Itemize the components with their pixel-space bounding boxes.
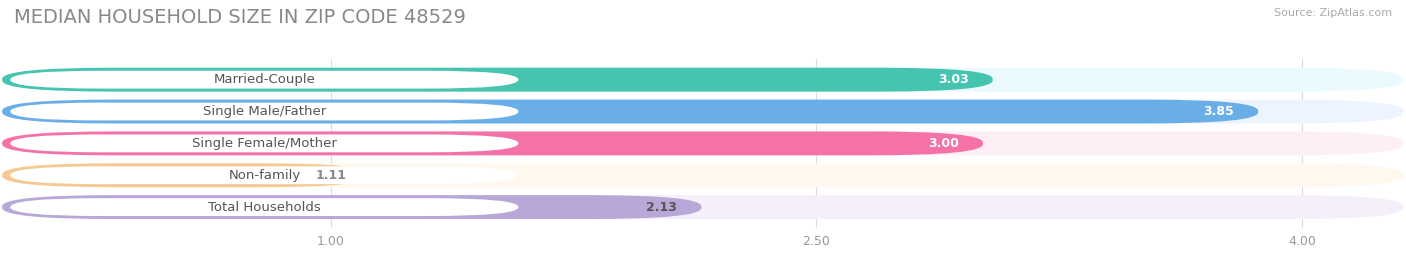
FancyBboxPatch shape: [10, 135, 519, 152]
FancyBboxPatch shape: [3, 131, 983, 155]
FancyBboxPatch shape: [3, 100, 1258, 124]
FancyBboxPatch shape: [10, 103, 519, 120]
Text: 2.13: 2.13: [647, 200, 678, 214]
Text: Single Female/Mother: Single Female/Mother: [193, 137, 337, 150]
FancyBboxPatch shape: [3, 68, 993, 92]
FancyBboxPatch shape: [10, 198, 519, 216]
Text: Married-Couple: Married-Couple: [214, 73, 315, 86]
Text: 1.11: 1.11: [316, 169, 347, 182]
FancyBboxPatch shape: [3, 131, 1403, 155]
FancyBboxPatch shape: [3, 163, 371, 187]
Text: Single Male/Father: Single Male/Father: [202, 105, 326, 118]
Text: MEDIAN HOUSEHOLD SIZE IN ZIP CODE 48529: MEDIAN HOUSEHOLD SIZE IN ZIP CODE 48529: [14, 8, 465, 27]
Text: Non-family: Non-family: [228, 169, 301, 182]
FancyBboxPatch shape: [3, 195, 702, 219]
FancyBboxPatch shape: [10, 71, 519, 89]
FancyBboxPatch shape: [3, 100, 1403, 124]
Text: 3.00: 3.00: [928, 137, 959, 150]
FancyBboxPatch shape: [3, 68, 1403, 92]
Text: 3.03: 3.03: [938, 73, 969, 86]
FancyBboxPatch shape: [3, 195, 1403, 219]
Text: Total Households: Total Households: [208, 200, 321, 214]
FancyBboxPatch shape: [3, 163, 1403, 187]
Text: 3.85: 3.85: [1204, 105, 1234, 118]
Text: Source: ZipAtlas.com: Source: ZipAtlas.com: [1274, 8, 1392, 18]
FancyBboxPatch shape: [10, 166, 519, 184]
